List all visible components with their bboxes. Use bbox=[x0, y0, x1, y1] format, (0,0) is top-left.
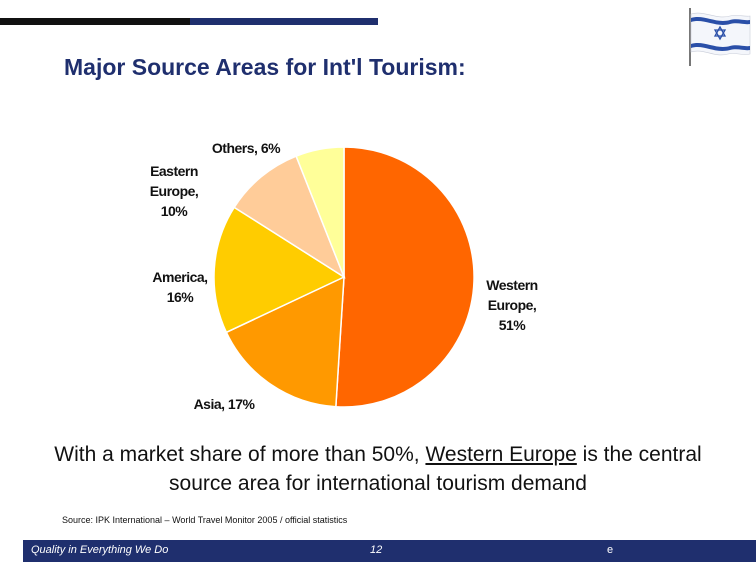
top-rule-blue bbox=[190, 18, 378, 25]
footer-mark: e bbox=[607, 544, 614, 556]
page-number: 12 bbox=[370, 544, 383, 556]
slice-label-line: Europe, bbox=[150, 183, 199, 199]
slice-label: Others, 6% bbox=[212, 140, 281, 156]
slice-label: America, 16% bbox=[152, 269, 207, 305]
slice-label-line: Europe, bbox=[488, 297, 537, 313]
slice-label-line: 10% bbox=[161, 203, 189, 219]
slice-label-line: Eastern bbox=[150, 163, 198, 179]
pie-slice bbox=[295, 146, 345, 278]
footer-bar: Quality in Everything We Do 12 e bbox=[23, 540, 756, 562]
caption-highlight: Western Europe bbox=[425, 443, 577, 466]
pie-slice bbox=[335, 146, 475, 408]
slice-label: Eastern Europe, 10% bbox=[150, 163, 199, 219]
page-title: Major Source Areas for Int'l Tourism: bbox=[64, 54, 466, 80]
top-rule-black bbox=[0, 18, 190, 25]
slice-label-line: 51% bbox=[499, 317, 527, 333]
pie-slice bbox=[213, 206, 346, 334]
footer-slogan: Quality in Everything We Do bbox=[31, 544, 169, 556]
slice-label-line: Western bbox=[486, 277, 537, 293]
pie-slice bbox=[233, 155, 346, 279]
slice-label-line: 16% bbox=[167, 289, 195, 305]
slice-label-line: Others, 6% bbox=[212, 140, 281, 156]
caption-text-end: is the central source area for internati… bbox=[169, 443, 702, 495]
pie-slice bbox=[225, 275, 345, 408]
source-note: Source: IPK International – World Travel… bbox=[62, 515, 348, 525]
caption: With a market share of more than 50%, We… bbox=[20, 440, 736, 498]
slice-label: Western Europe, 51% bbox=[486, 277, 537, 333]
slice-label-line: America, bbox=[152, 269, 207, 285]
slice-label: Asia, 17% bbox=[194, 396, 256, 412]
slice-label-line: Asia, 17% bbox=[194, 396, 256, 412]
israel-flag-icon bbox=[689, 8, 751, 66]
caption-text-start: With a market share of more than 50%, bbox=[54, 443, 426, 466]
